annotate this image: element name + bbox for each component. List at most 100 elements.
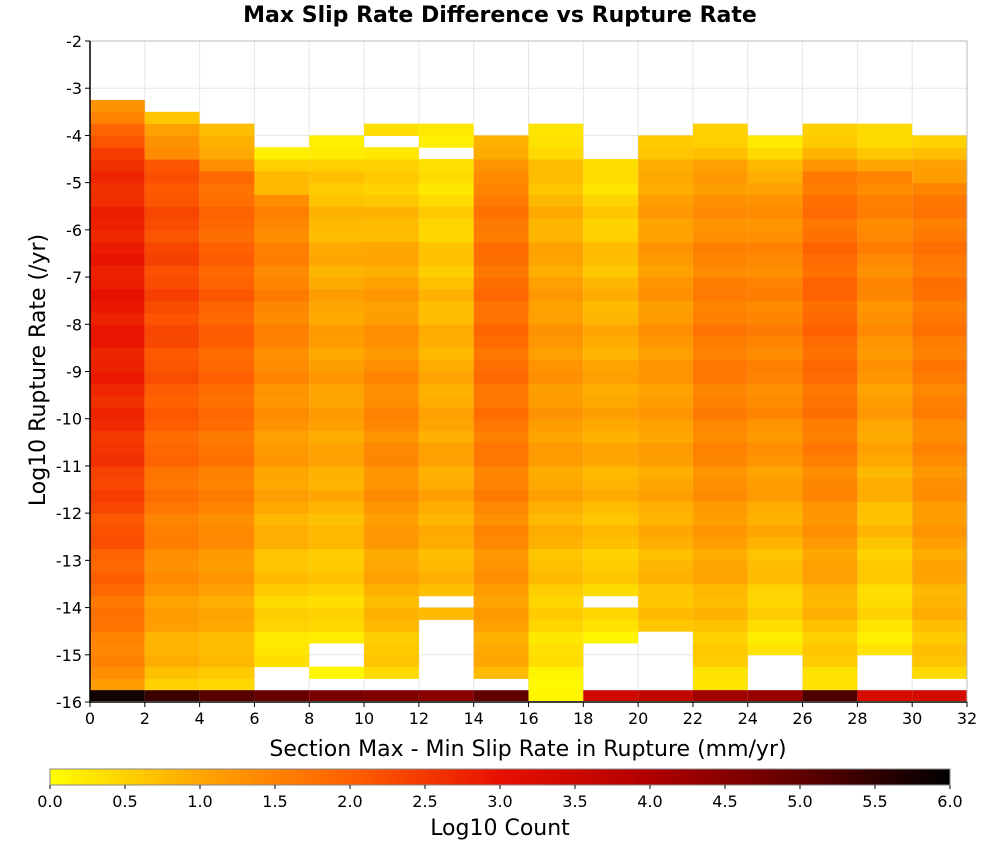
heatmap-cell xyxy=(90,135,145,148)
heatmap-cell xyxy=(802,477,858,491)
heatmap-cell xyxy=(638,465,693,479)
heatmap-cell xyxy=(418,347,474,361)
heatmap-cell xyxy=(857,241,913,254)
heatmap-cell xyxy=(364,182,419,195)
heatmap-cell xyxy=(199,654,255,668)
heatmap-cell xyxy=(802,642,858,656)
heatmap-cell xyxy=(912,642,967,656)
heatmap-cell xyxy=(692,265,748,278)
heatmap-cell xyxy=(747,572,803,585)
heatmap-cell xyxy=(144,277,200,290)
heatmap-cell xyxy=(583,477,639,491)
x-tick-label: 20 xyxy=(628,709,648,728)
heatmap-cell xyxy=(802,678,858,691)
heatmap-cell xyxy=(364,383,419,396)
heatmap-cell xyxy=(638,359,693,372)
heatmap-cell xyxy=(857,406,913,420)
y-axis-title: Log10 Rupture Rate (/yr) xyxy=(26,234,51,506)
heatmap-cell xyxy=(199,135,255,148)
heatmap-cell xyxy=(254,229,310,243)
heatmap-cell xyxy=(528,170,584,184)
heatmap-cell xyxy=(802,241,858,254)
heatmap-cell xyxy=(418,170,474,184)
heatmap-cell xyxy=(912,300,967,313)
colorbar-tick-label: 2.0 xyxy=(337,792,362,811)
heatmap-cell xyxy=(857,418,913,432)
heatmap-cell xyxy=(692,560,748,573)
heatmap-cell xyxy=(638,324,693,337)
heatmap-cell xyxy=(857,465,913,479)
heatmap-cell xyxy=(912,583,967,597)
heatmap-cell xyxy=(144,135,200,148)
x-tick-label: 0 xyxy=(85,709,95,728)
heatmap-cell xyxy=(528,395,584,408)
heatmap-cell xyxy=(254,560,310,573)
heatmap-cell xyxy=(309,194,365,207)
heatmap-cell xyxy=(418,395,474,408)
heatmap-cell xyxy=(802,442,858,455)
heatmap-cell xyxy=(473,359,529,372)
heatmap-cell xyxy=(802,631,858,644)
heatmap-cell xyxy=(638,548,693,561)
heatmap-cell xyxy=(90,654,145,668)
heatmap-cell xyxy=(912,265,967,278)
heatmap-cell xyxy=(692,642,748,656)
heatmap-cell xyxy=(802,324,858,337)
heatmap-cell xyxy=(692,170,748,184)
colorbar-tick-label: 5.0 xyxy=(787,792,812,811)
heatmap-cell xyxy=(144,218,200,231)
heatmap-cell xyxy=(144,347,200,361)
heatmap-cell xyxy=(90,690,145,701)
heatmap-cell xyxy=(309,229,365,243)
heatmap-cell xyxy=(747,170,803,184)
heatmap-cell xyxy=(857,347,913,361)
heatmap-cell xyxy=(90,678,145,691)
heatmap-cell xyxy=(802,465,858,479)
heatmap-cell xyxy=(90,253,145,266)
heatmap-cell xyxy=(309,690,365,701)
heatmap-cell xyxy=(638,572,693,585)
heatmap-cell xyxy=(199,465,255,479)
heatmap-cell xyxy=(747,347,803,361)
heatmap-cell xyxy=(199,324,255,337)
heatmap-cell xyxy=(528,442,584,455)
heatmap-cell xyxy=(583,583,639,597)
heatmap-cell xyxy=(144,241,200,254)
heatmap-cell xyxy=(418,288,474,302)
heatmap-cell xyxy=(364,465,419,479)
heatmap-cell xyxy=(583,572,639,585)
heatmap-cell xyxy=(857,159,913,172)
heatmap-cell xyxy=(199,548,255,561)
heatmap-cell xyxy=(528,678,584,691)
heatmap-cell xyxy=(857,288,913,302)
heatmap-cell xyxy=(90,170,145,184)
heatmap-cell xyxy=(364,359,419,372)
heatmap-cell xyxy=(857,277,913,290)
heatmap-cell xyxy=(90,277,145,290)
heatmap-cell xyxy=(309,347,365,361)
heatmap-cell xyxy=(309,265,365,278)
heatmap-cell xyxy=(583,288,639,302)
heatmap-cell xyxy=(144,111,200,125)
heatmap-cell xyxy=(418,265,474,278)
heatmap-cell xyxy=(528,465,584,479)
heatmap-cell xyxy=(747,265,803,278)
heatmap-cell xyxy=(692,288,748,302)
heatmap-cell xyxy=(583,501,639,514)
y-tick-label: -16 xyxy=(56,693,82,712)
heatmap-cell xyxy=(747,241,803,254)
heatmap-cell xyxy=(418,418,474,432)
heatmap-cell xyxy=(309,383,365,396)
heatmap-cell xyxy=(144,159,200,172)
heatmap-cell xyxy=(802,560,858,573)
heatmap-cell xyxy=(857,548,913,561)
heatmap-cell xyxy=(528,359,584,372)
heatmap-cell xyxy=(857,123,913,136)
heatmap-cell xyxy=(802,536,858,550)
heatmap-cell xyxy=(747,477,803,491)
heatmap-cell xyxy=(144,229,200,243)
heatmap-cell xyxy=(802,253,858,266)
heatmap-cell xyxy=(583,324,639,337)
heatmap-cell xyxy=(254,465,310,479)
x-tick-label: 22 xyxy=(683,709,703,728)
